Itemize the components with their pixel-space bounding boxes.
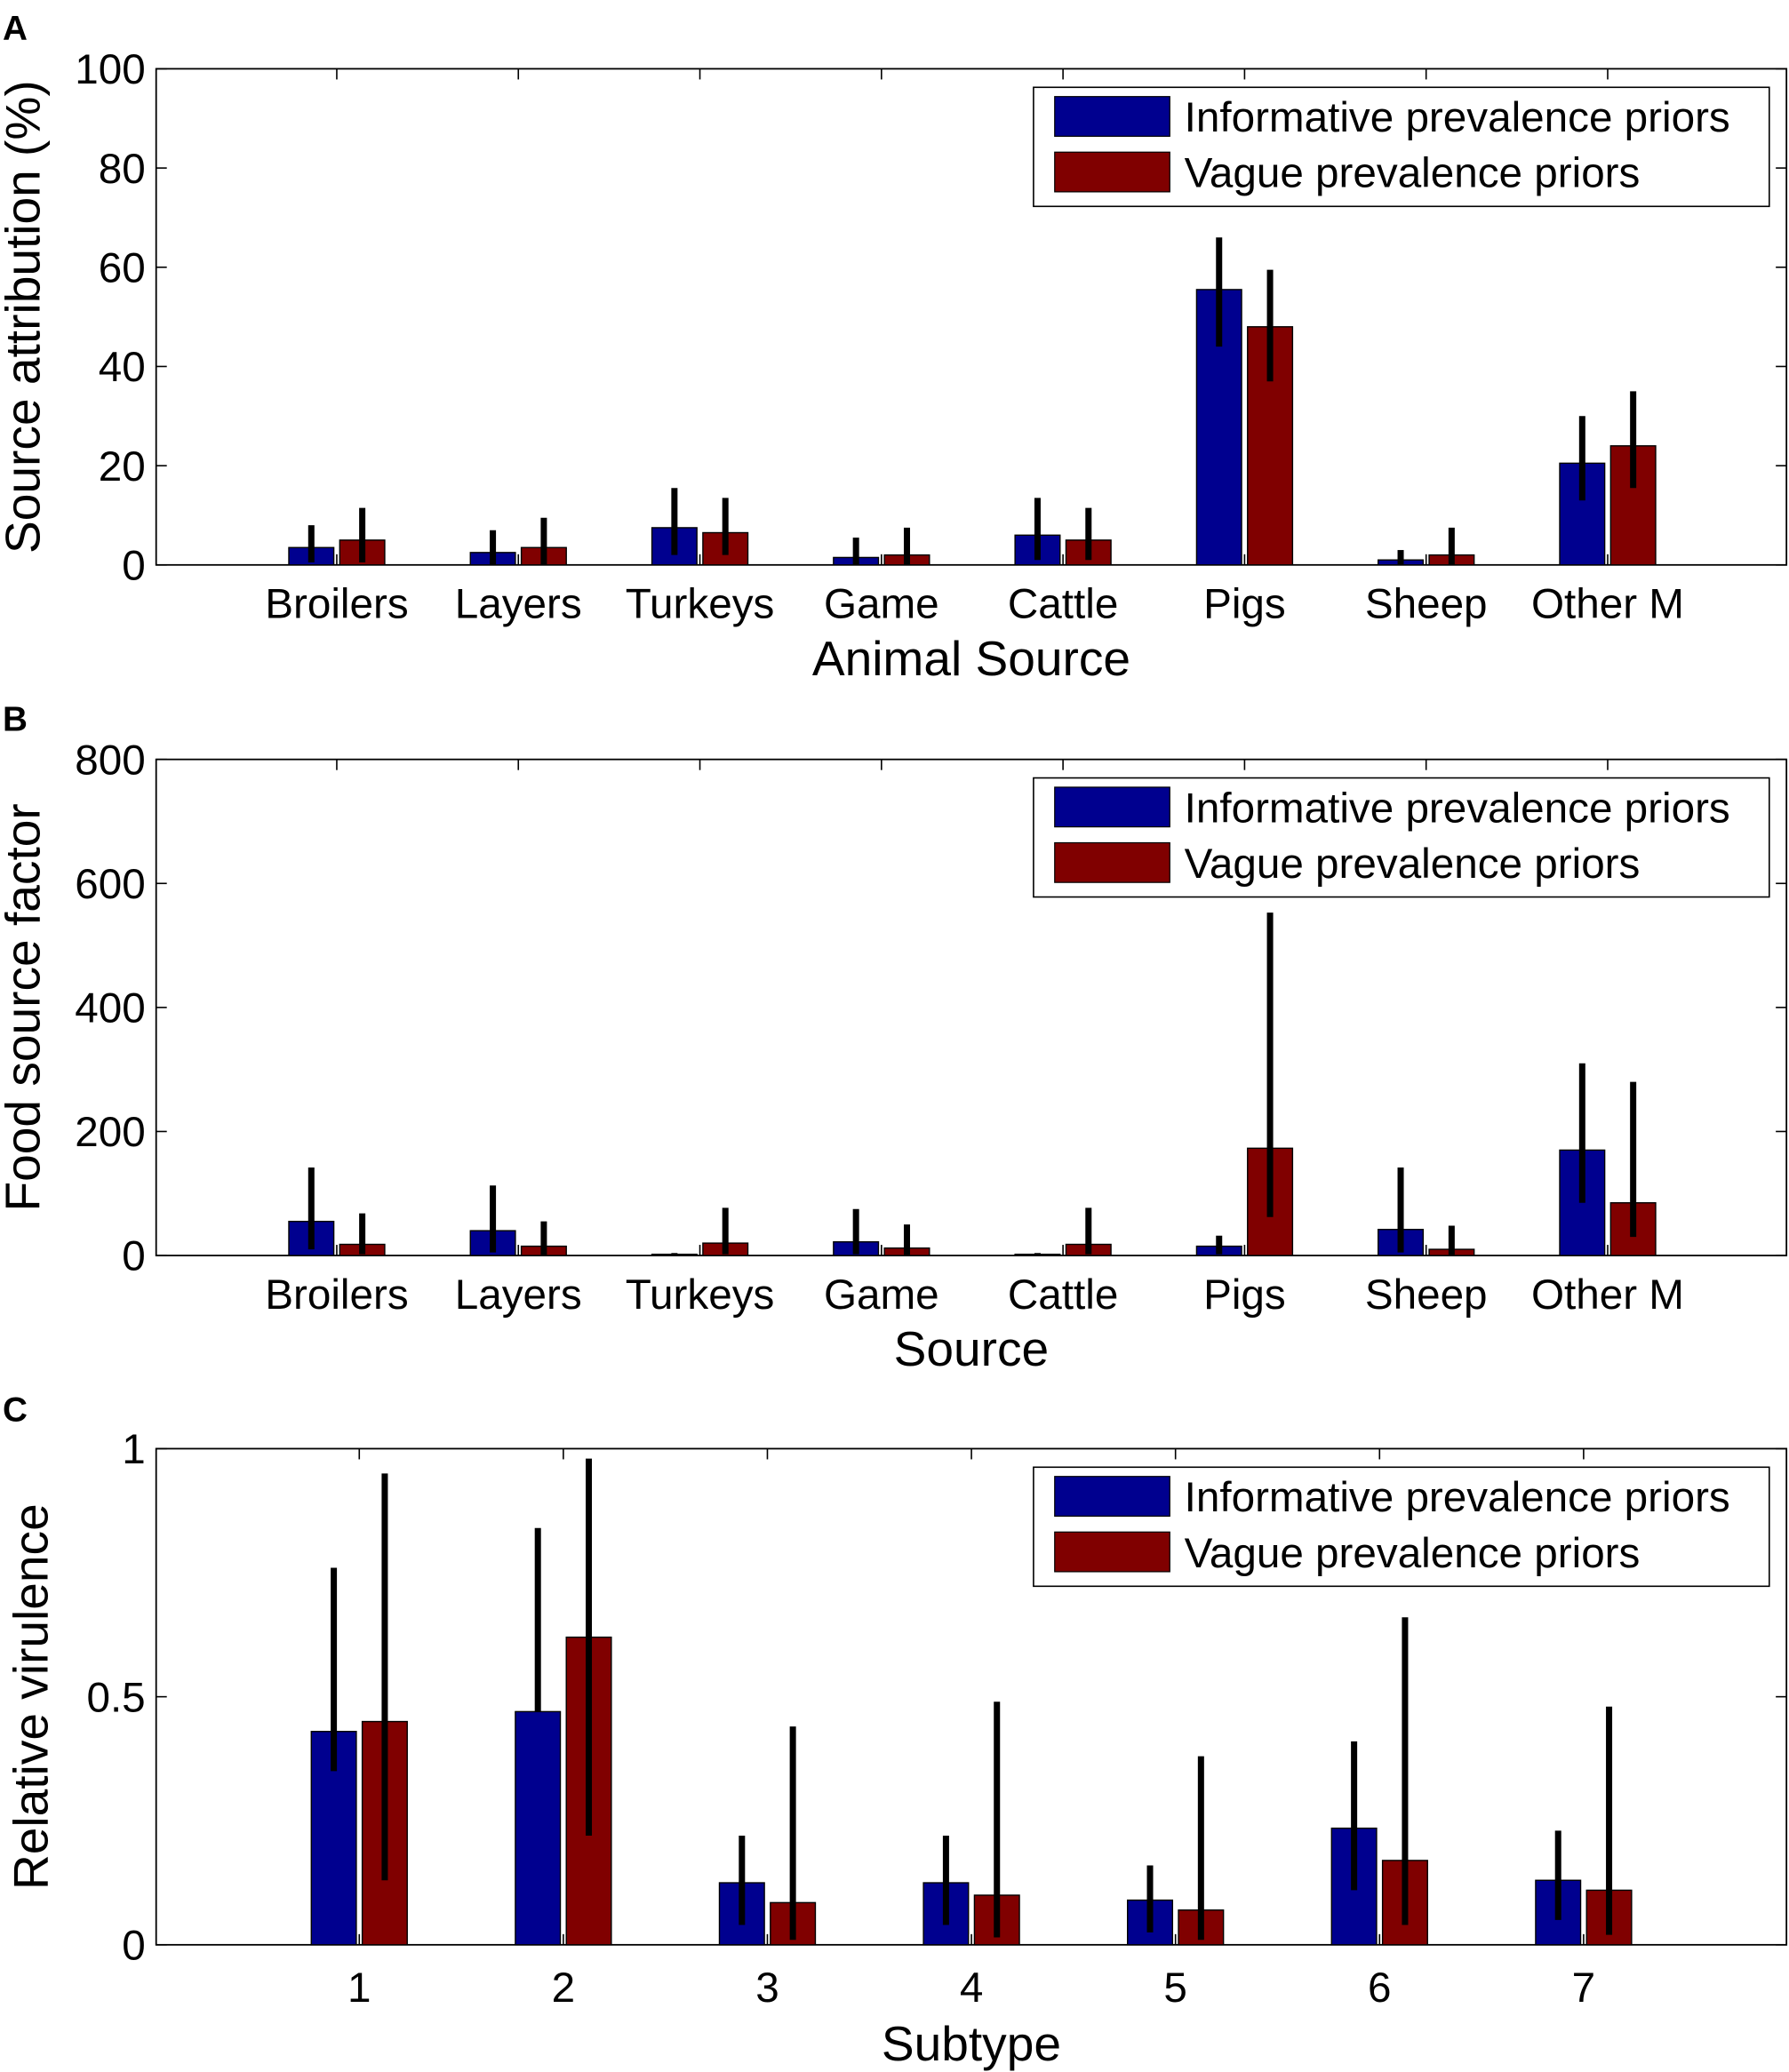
- y-tick-label: 0: [122, 1923, 146, 1970]
- legend: Informative prevalence priors Vague preva…: [1033, 1466, 1770, 1588]
- x-tick-label: Layers: [455, 1271, 582, 1319]
- legend-label-informative: Informative prevalence priors: [1185, 785, 1730, 832]
- x-tick-label: Sheep: [1365, 1271, 1488, 1319]
- x-tick-label: 5: [1163, 1964, 1187, 2012]
- y-tick-label: 40: [99, 344, 146, 391]
- y-tick-label: 0: [122, 1233, 146, 1280]
- x-tick-label: Turkeys: [626, 1271, 775, 1319]
- y-axis-label: Relative virulence: [4, 1503, 59, 1890]
- legend-label-vague: Vague prevalence priors: [1185, 150, 1641, 197]
- x-tick-label: 1: [347, 1964, 371, 2012]
- plot-area-frame: [155, 68, 1788, 566]
- x-tick-label: Other M: [1531, 581, 1684, 628]
- panel-label: C: [3, 1391, 28, 1430]
- legend-swatch-vague: [1054, 841, 1170, 883]
- y-tick-label: 100: [75, 46, 145, 93]
- legend-swatch-informative: [1054, 96, 1170, 137]
- x-tick-label: Game: [824, 581, 939, 628]
- legend-swatch-vague: [1054, 1531, 1170, 1573]
- panel-label: A: [3, 10, 28, 48]
- legend-swatch-informative: [1054, 786, 1170, 828]
- legend-label-informative: Informative prevalence priors: [1185, 94, 1730, 141]
- x-tick-label: Turkeys: [626, 581, 775, 628]
- x-tick-label: Broilers: [265, 581, 408, 628]
- bar-informative: [1195, 289, 1242, 566]
- y-tick-label: 0: [122, 542, 146, 589]
- x-tick-label: 3: [755, 1964, 779, 2012]
- legend-swatch-informative: [1054, 1476, 1170, 1517]
- x-tick-label: Layers: [455, 581, 582, 628]
- x-tick-label: 6: [1368, 1964, 1392, 2012]
- legend: Informative prevalence priors Vague preva…: [1033, 777, 1770, 898]
- y-tick-label: 0.5: [86, 1674, 145, 1721]
- x-tick-label: Sheep: [1365, 581, 1488, 628]
- legend-label-vague: Vague prevalence priors: [1185, 1530, 1641, 1577]
- y-tick-label: 200: [75, 1109, 145, 1156]
- y-tick-label: 80: [99, 146, 146, 193]
- x-axis-label: Animal Source: [812, 631, 1130, 686]
- legend-label-vague: Vague prevalence priors: [1185, 841, 1641, 888]
- x-tick-label: Cattle: [1008, 581, 1118, 628]
- y-tick-label: 1: [122, 1426, 146, 1473]
- x-tick-label: Broilers: [265, 1271, 408, 1319]
- y-tick-label: 600: [75, 861, 145, 908]
- bar-informative: [515, 1710, 562, 1946]
- x-tick-label: 7: [1572, 1964, 1596, 2012]
- y-tick-label: 20: [99, 443, 146, 490]
- panel-a: A 0 20 40 60 80 100 Source attribution (%) Broil…: [0, 10, 1788, 686]
- x-tick-label: Cattle: [1008, 1271, 1118, 1319]
- legend-label-informative: Informative prevalence priors: [1185, 1474, 1730, 1521]
- x-tick-label: Pigs: [1203, 581, 1286, 628]
- y-axis-label: Food source factor: [0, 803, 51, 1211]
- panel-c: C 0 0.5 1 Relative virulence 1 2 3 4 5 6 7 Subtype In…: [3, 1391, 1788, 2071]
- panel-b: B 0 200 400 600 800 Food source factor Broilers…: [0, 700, 1788, 1376]
- y-axis-label: Source attribution (%): [0, 80, 51, 554]
- legend-swatch-vague: [1054, 151, 1170, 193]
- x-tick-label: Pigs: [1203, 1271, 1286, 1319]
- x-tick-label: 4: [960, 1964, 984, 2012]
- legend: Informative prevalence priors Vague preva…: [1033, 86, 1770, 208]
- y-tick-label: 800: [75, 737, 145, 784]
- x-tick-label: 2: [552, 1964, 576, 2012]
- panel-label: B: [3, 700, 28, 738]
- y-tick-label: 400: [75, 985, 145, 1032]
- x-axis-label: Subtype: [882, 2016, 1061, 2071]
- y-tick-label: 60: [99, 244, 146, 291]
- x-tick-label: Game: [824, 1271, 939, 1319]
- x-axis-label: Source: [894, 1321, 1050, 1376]
- x-tick-label: Other M: [1531, 1271, 1684, 1319]
